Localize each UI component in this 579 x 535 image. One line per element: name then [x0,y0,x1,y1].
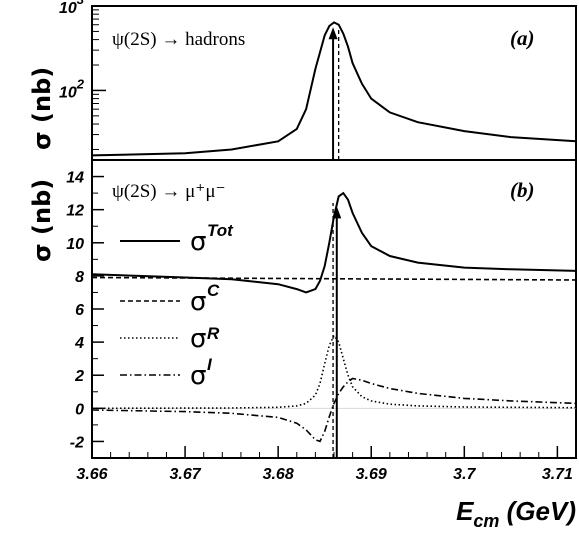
x-axis-label: Ecm (GeV) [456,496,576,531]
y-tick-label: 6 [75,302,84,319]
legend-superscript: I [207,355,213,374]
legend-sigma: σ [190,361,206,391]
panel-a-tag: (a) [510,26,535,50]
panel-b-arrow-head [332,206,342,219]
panel-a-tick-label: 102 [59,76,85,101]
y-tick-label: 8 [75,269,84,286]
panel-a: 102 103 σ (nb) ψ(2S) → hadrons (a) [28,0,577,161]
legend-sigma: σ [190,324,206,354]
y-tick-label: 0 [75,401,84,418]
panel-a-y-label: σ (nb) [28,67,56,150]
panel-b-tag: (b) [510,178,535,202]
legend-sigma: σ [190,227,206,257]
x-tick-label: 3.67 [170,466,202,483]
y-tick-label: -2 [70,434,84,451]
panel-b-curve-dashed [91,276,577,281]
x-tick-label: 3.7 [453,466,476,483]
y-tick-label: 14 [66,170,84,187]
y-tick-label: 4 [74,335,84,352]
x-tick-label: 3.69 [356,466,387,483]
panel-a-tick-label: 103 [59,0,85,17]
y-tick-label: 2 [74,368,84,385]
panel-b-curve-dashdot [91,377,577,443]
y-tick-label: 12 [66,203,84,220]
panel-b-frame [91,159,577,459]
x-tick-label: 3.66 [76,466,107,483]
x-tick-label: 3.71 [542,466,573,483]
legend-subscript: R [207,324,220,343]
x-tick-label: 3.68 [263,466,294,483]
legend-sigma: σ [190,287,206,317]
panel-b-process-label: ψ(2S) → μ⁺μ⁻ [112,181,226,202]
panel-a-process-label: ψ(2S) → hadrons [112,29,245,50]
panel-b-curve-dotted [91,333,577,410]
legend-superscript: Tot [207,221,234,240]
legend-superscript: C [207,281,220,300]
panel-b-y-label: σ (nb) [28,179,56,262]
panel-a-curve-solid [91,21,577,157]
panel-a-arrow-head [328,27,338,40]
panel-b: -2 0 2 4 6 8 10 12 14 3.66 3.67 3.68 3.69 3.7 3.71 σ (… [28,159,577,531]
y-tick-label: 10 [66,236,84,253]
